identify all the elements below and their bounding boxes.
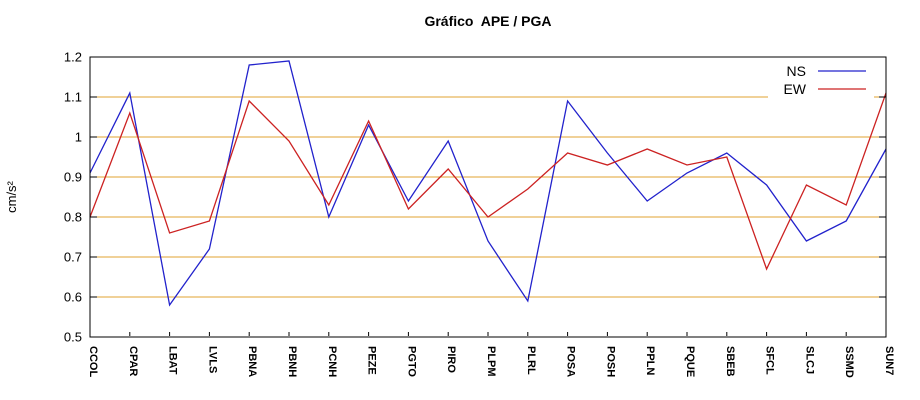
x-tick-label: SFCL: [764, 346, 776, 375]
x-tick-label: CPAR: [127, 346, 139, 376]
y-tick-label: 0.6: [64, 290, 82, 305]
x-tick-label: PLRL: [525, 346, 537, 375]
y-tick-label: 0.5: [64, 330, 82, 345]
x-tick-label: POSH: [604, 346, 616, 377]
series-line-ew: [89, 92, 887, 271]
legend-backdrop: [768, 59, 874, 101]
x-tick-label: SUN7: [883, 346, 895, 375]
x-tick-label: SSMD: [843, 346, 855, 378]
y-tick-label: 1.1: [64, 90, 82, 105]
x-tick-label: SBEB: [724, 346, 736, 377]
x-tick-label: PBNH: [286, 346, 298, 377]
legend-label-ns: NS: [787, 63, 806, 79]
x-tick-label: PIRO: [445, 346, 457, 373]
y-axis-label: cm/s²: [4, 180, 19, 212]
chart-title: Gráfico APE / PGA: [424, 13, 552, 29]
x-tick-label: PBNA: [246, 346, 258, 377]
x-tick-label: LVLS: [206, 346, 218, 373]
y-tick-label: 0.7: [64, 250, 82, 265]
x-tick-label: PPLN: [644, 346, 656, 375]
x-tick-label: PCNH: [326, 346, 338, 377]
x-tick-label: POSA: [565, 346, 577, 377]
x-tick-label: SLCJ: [803, 346, 815, 374]
x-tick-label: LBAT: [167, 346, 179, 375]
x-tick-label: CCOL: [87, 346, 99, 377]
y-tick-label: 1.2: [64, 50, 82, 65]
x-tick-label: PEZE: [366, 346, 378, 375]
series-line-ns: [89, 60, 887, 307]
legend-label-ew: EW: [783, 81, 806, 97]
x-tick-label: PGTO: [405, 346, 417, 377]
y-tick-label: 0.8: [64, 210, 82, 225]
y-tick-label: 1: [75, 130, 82, 145]
x-tick-label: PLPM: [485, 346, 497, 377]
y-tick-label: 0.9: [64, 170, 82, 185]
x-tick-label: PQUE: [684, 346, 696, 377]
plot-border: [89, 56, 887, 338]
